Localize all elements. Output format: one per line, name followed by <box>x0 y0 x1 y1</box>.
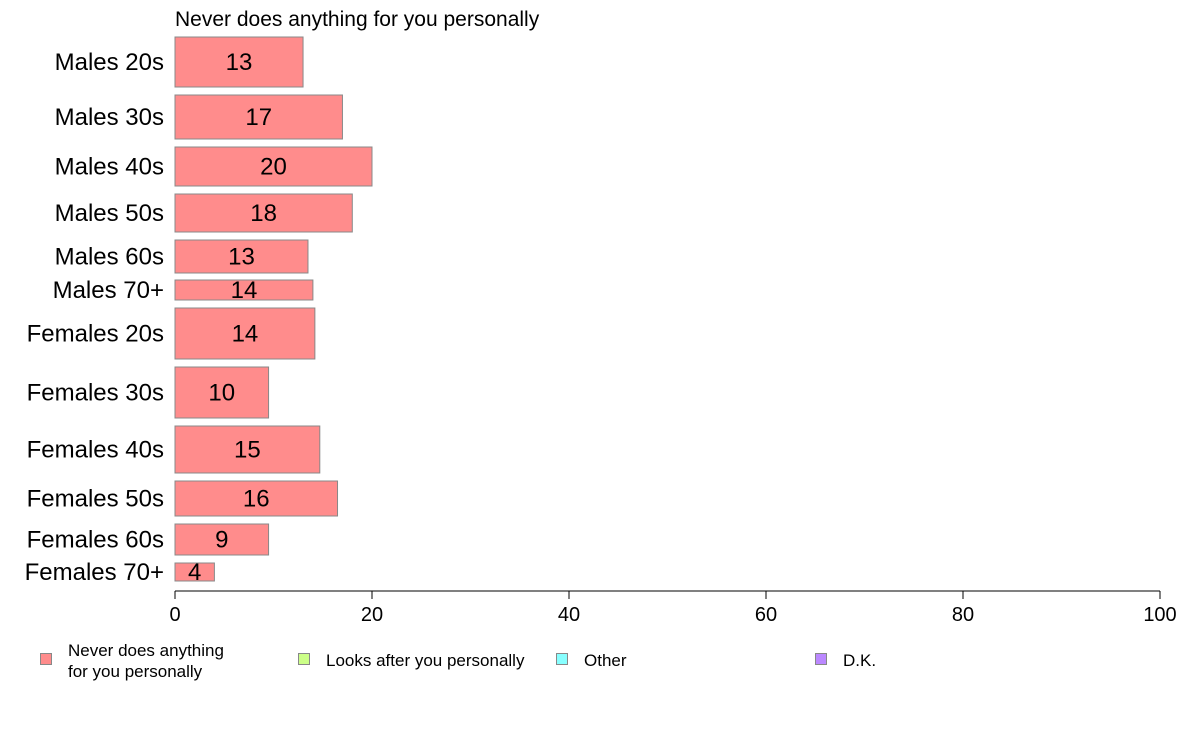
legend-item-dk: D.K. <box>815 640 876 671</box>
x-tick-label-3: 60 <box>755 604 777 626</box>
category-label-11: Females 70+ <box>25 559 164 586</box>
bar-8 <box>174 425 321 474</box>
bar-11 <box>174 562 215 582</box>
category-label-1: Males 30s <box>55 104 164 131</box>
bar-value-label-3: 18 <box>250 200 277 227</box>
x-tick-label-0: 0 <box>169 604 180 626</box>
category-label-6: Females 20s <box>27 321 164 348</box>
bar-value-label-9: 16 <box>243 486 270 513</box>
category-label-4: Males 60s <box>55 244 164 271</box>
x-tick-label-4: 80 <box>952 604 974 626</box>
bar-value-label-8: 15 <box>234 437 261 464</box>
category-label-9: Females 50s <box>27 486 164 513</box>
bar-value-label-11: 4 <box>188 559 201 586</box>
legend-label-never: Never does anything for you personally <box>68 641 224 681</box>
legend-item-never: Never does anything for you personally <box>40 640 224 682</box>
legend: Never does anything for you personally L… <box>0 640 1188 700</box>
x-tick-label-2: 40 <box>558 604 580 626</box>
bar-7 <box>174 366 270 419</box>
legend-swatch-never <box>40 653 52 665</box>
bar-9 <box>174 480 339 517</box>
category-label-3: Males 50s <box>55 200 164 227</box>
category-label-5: Males 70+ <box>53 277 164 304</box>
legend-label-other: Other <box>584 651 627 670</box>
bar-5 <box>174 279 314 301</box>
category-label-10: Females 60s <box>27 527 164 554</box>
legend-swatch-looks-after <box>298 653 310 665</box>
bar-10 <box>174 523 270 556</box>
bar-value-label-2: 20 <box>260 154 287 181</box>
x-axis: 0 20 40 60 80 100 <box>169 590 1177 626</box>
bar-chart: Never does anything for you personally 1… <box>25 8 1177 626</box>
legend-label-dk: D.K. <box>843 651 877 670</box>
bar-value-label-6: 14 <box>232 321 259 348</box>
legend-swatch-dk <box>815 653 827 665</box>
chart-title: Never does anything for you personally <box>175 8 540 31</box>
legend-item-other: Other <box>556 640 627 671</box>
x-tick-label-1: 20 <box>361 604 383 626</box>
bar-4 <box>174 239 309 274</box>
bar-value-label-7: 10 <box>208 380 235 407</box>
bar-value-label-0: 13 <box>226 49 253 76</box>
bar-1 <box>174 94 343 140</box>
legend-label-looks-after: Looks after you personally <box>326 651 525 670</box>
bar-value-label-5: 14 <box>231 277 258 304</box>
category-label-0: Males 20s <box>55 49 164 76</box>
bar-value-label-10: 9 <box>215 527 228 554</box>
bar-2 <box>174 146 373 187</box>
bar-0 <box>174 36 304 88</box>
bar-6 <box>174 307 316 360</box>
bar-value-label-4: 13 <box>228 244 255 271</box>
category-label-2: Males 40s <box>55 154 164 181</box>
legend-item-looks-after: Looks after you personally <box>298 640 524 671</box>
x-tick-label-5: 100 <box>1143 604 1176 626</box>
bars-layer: 13 Males 20s 17 Males 30s 20 Males 40s 18 Males… <box>25 36 373 586</box>
bar-value-label-1: 17 <box>245 104 272 131</box>
legend-swatch-other <box>556 653 568 665</box>
category-label-8: Females 40s <box>27 437 164 464</box>
bar-3 <box>174 193 353 233</box>
category-label-7: Females 30s <box>27 380 164 407</box>
